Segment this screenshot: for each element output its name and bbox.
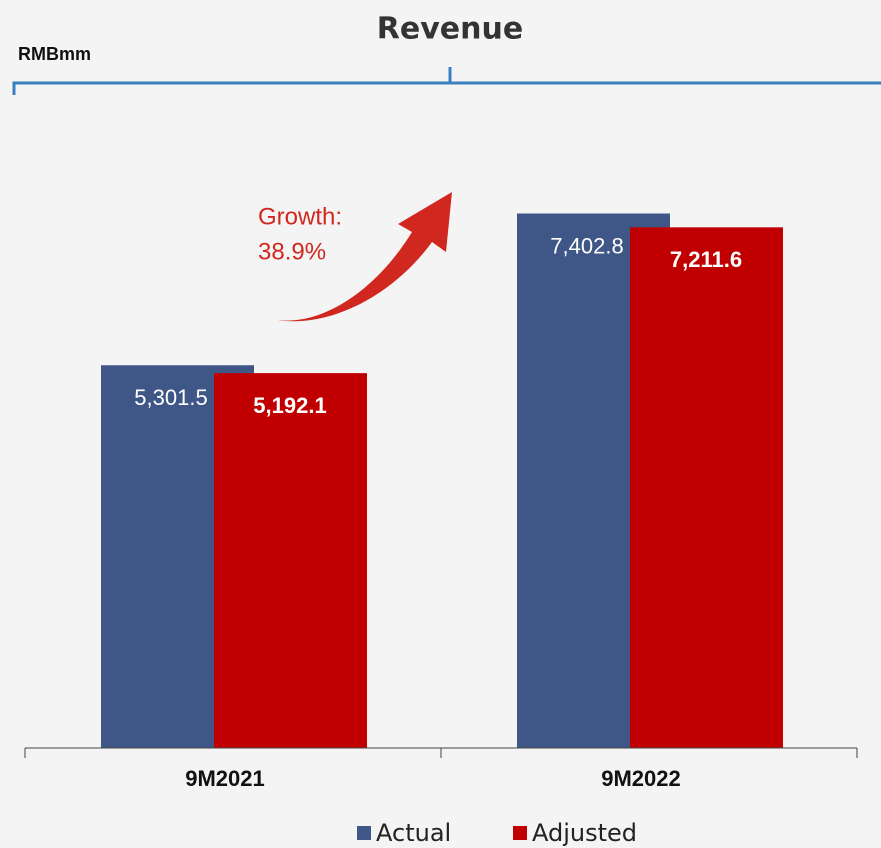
legend-label: Actual: [376, 819, 451, 847]
legend-label: Adjusted: [532, 819, 637, 847]
bar: [630, 227, 783, 748]
chart-title: Revenue: [377, 12, 523, 47]
annotation: 38.9%: [258, 238, 326, 265]
data-label: 7,211.6: [670, 247, 742, 272]
growth-arrow: [268, 192, 452, 322]
bracket: [12, 67, 881, 95]
data-label: 5,301.5: [134, 385, 207, 410]
data-label: 5,192.1: [253, 393, 326, 418]
legend-swatch: [513, 826, 527, 840]
annotation: Growth:: [258, 203, 342, 230]
bar: [214, 373, 367, 748]
x-tick-label: 9M2022: [601, 766, 681, 791]
unit-label: RMBmm: [18, 44, 91, 64]
data-label: 7,402.8: [550, 233, 623, 258]
x-tick-label: 9M2021: [185, 766, 265, 791]
legend-swatch: [357, 826, 371, 840]
